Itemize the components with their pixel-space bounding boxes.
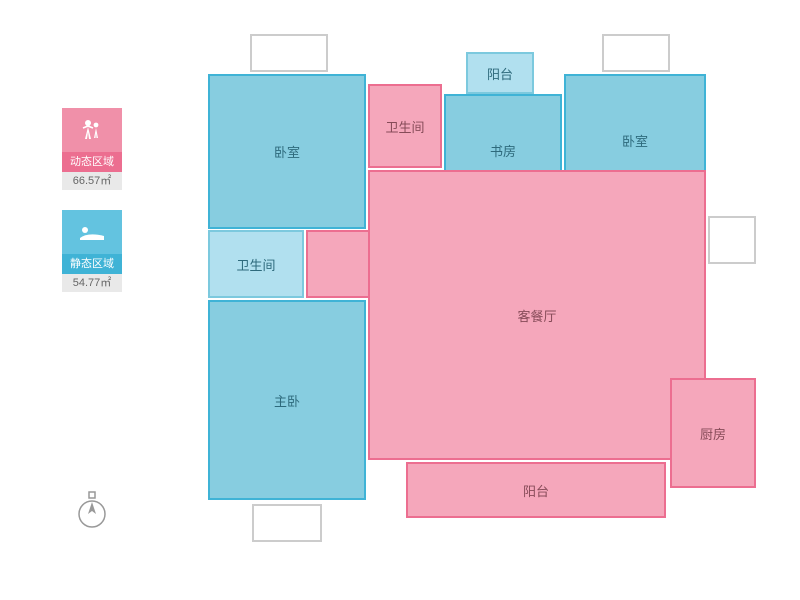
legend-panel: 动态区域 66.57㎡ 静态区域 54.77㎡ [62, 108, 122, 312]
dynamic-label: 动态区域 [62, 152, 122, 172]
room-masterbed: 主卧 [208, 300, 366, 500]
room-label-bedroom2: 卧室 [622, 131, 648, 150]
room-living: 客餐厅 [368, 170, 706, 460]
room-balcony1: 阳台 [466, 52, 534, 94]
dynamic-icon-box [62, 108, 122, 152]
compass-icon [74, 490, 110, 530]
room-label-study: 书房 [490, 141, 516, 160]
floorplan: 卧室卫生间阳台书房卧室卫生间主卧客餐厅厨房阳台 [190, 30, 770, 570]
room-label-kitchen: 厨房 [700, 424, 726, 443]
room-label-bedroom1: 卧室 [274, 142, 300, 161]
room-label-bathroom1: 卫生间 [385, 117, 424, 136]
room-label-bathroom2: 卫生间 [236, 255, 275, 274]
static-value: 54.77㎡ [62, 274, 122, 292]
room-label-masterbed: 主卧 [274, 391, 300, 410]
sleep-icon [78, 222, 106, 242]
room-balcony2: 阳台 [406, 462, 666, 518]
wall-notch-2 [252, 504, 322, 542]
room-bathroom2: 卫生间 [208, 230, 304, 298]
room-label-balcony2: 阳台 [523, 481, 549, 500]
room-label-living: 客餐厅 [517, 306, 556, 325]
legend-static: 静态区域 54.77㎡ [62, 210, 122, 292]
wall-notch-0 [250, 34, 328, 72]
room-bedroom1: 卧室 [208, 74, 366, 229]
dynamic-value: 66.57㎡ [62, 172, 122, 190]
static-icon-box [62, 210, 122, 254]
room-label-balcony1: 阳台 [487, 64, 513, 83]
room-bathroom1: 卫生间 [368, 84, 442, 168]
room-kitchen: 厨房 [670, 378, 756, 488]
wall-notch-3 [708, 216, 756, 264]
wall-notch-1 [602, 34, 670, 72]
legend-dynamic: 动态区域 66.57㎡ [62, 108, 122, 190]
static-label: 静态区域 [62, 254, 122, 274]
people-icon [79, 117, 105, 143]
room-hallway [306, 230, 370, 298]
